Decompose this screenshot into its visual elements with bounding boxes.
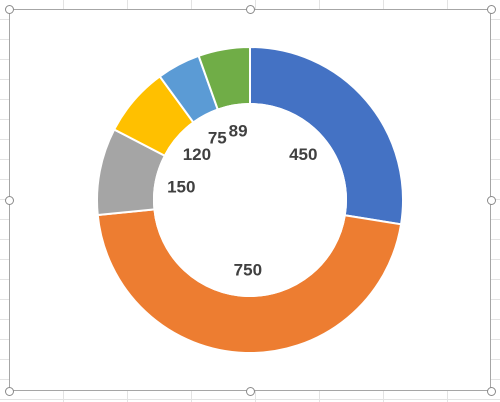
resize-handle-bottom-right[interactable] [487,387,496,396]
inner-ring[interactable] [153,102,347,297]
data-label-1: 450 [289,145,317,164]
inner-ring-segment-2[interactable] [153,202,346,297]
outer-ring[interactable] [96,45,404,355]
resize-handle-bottom-center[interactable] [246,387,255,396]
outer-ring-segment-1[interactable] [249,45,404,226]
resize-handle-middle-right[interactable] [487,196,496,205]
resize-handle-top-right[interactable] [487,5,496,14]
data-label-6: 89 [229,122,248,141]
resize-handle-middle-left[interactable] [5,196,14,205]
resize-handle-top-center[interactable] [246,5,255,14]
resize-handle-bottom-left[interactable] [5,387,14,396]
data-label-2: 750 [234,260,262,279]
inner-ring-segment-1[interactable] [249,102,347,217]
outer-ring-segment-2[interactable] [96,208,403,355]
inner-ring-segment-6[interactable] [216,102,251,166]
data-label-3: 150 [167,177,195,196]
data-label-4: 120 [183,145,211,164]
data-label-5: 75 [208,129,227,148]
resize-handle-top-left[interactable] [5,5,14,14]
